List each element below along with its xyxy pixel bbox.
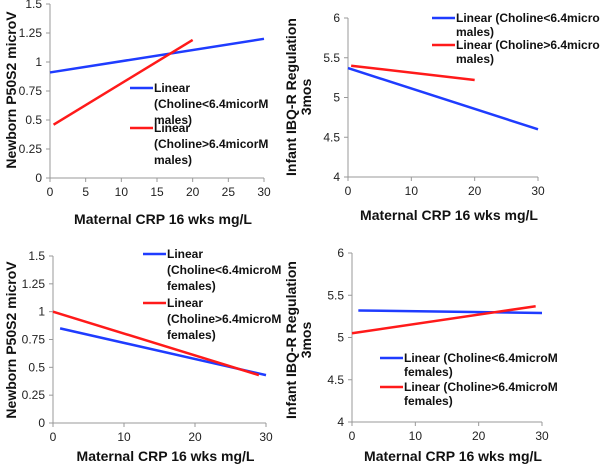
legend-label: males) <box>456 52 494 66</box>
x-tick-label: 0 <box>50 430 57 444</box>
x-axis-title: Maternal CRP 16 wks mg/L <box>74 211 252 227</box>
chart-panel-top-right: 4 4.5 5 5.5 6 0 10 20 30 Maternal CRP 16 wks mg/L… <box>283 11 600 223</box>
y-axis-title: Infant IBQ-R Regulation <box>283 261 299 419</box>
x-tick-label: 0 <box>345 184 352 198</box>
x-axis-title: Maternal CRP 16 wks mg/L <box>364 448 542 464</box>
y-tick-label: 1 <box>35 55 42 69</box>
legend-label: (Choline<6.4microM <box>167 263 281 277</box>
y-tick-label: 0.25 <box>22 388 46 402</box>
y-tick-label: 0.75 <box>19 84 43 98</box>
y-tick-label: 4.5 <box>323 130 340 144</box>
trendline-low-choline <box>347 66 539 131</box>
trendline-low-choline <box>49 37 265 74</box>
trendline-high-choline <box>52 310 260 377</box>
x-tick-label: 5 <box>82 185 89 199</box>
chart-panel-top-left: 0 0.25 0.5 0.75 1 1.25 1.5 0 5 10 15 20 25 30 Maternal… <box>3 0 271 227</box>
x-tick-label: 20 <box>472 429 486 443</box>
y-tick-label: 4 <box>333 170 340 184</box>
y-tick-label: 5 <box>337 331 344 345</box>
trendline-low-choline <box>358 309 543 315</box>
legend-label: Linear (Choline<6.4microM <box>456 11 600 25</box>
x-tick-label: 10 <box>117 430 131 444</box>
legend-label: Linear <box>167 296 203 310</box>
x-tick-label: 10 <box>409 429 423 443</box>
y-tick-label: 0 <box>35 171 42 185</box>
x-tick-label: 20 <box>188 430 202 444</box>
legend-label: Linear <box>154 81 190 95</box>
y-tick-label: 1.25 <box>19 26 43 40</box>
y-tick-label: 5.5 <box>327 288 344 302</box>
y-axis-title: Infant IBQ-R Regulation <box>283 18 299 176</box>
legend-label: females) <box>167 328 216 342</box>
legend-label: females) <box>167 279 216 293</box>
y-tick-label: 6 <box>333 11 340 25</box>
chart-panel-bottom-right: 4 4.5 5 5.5 6 0 10 20 30 Maternal CRP 16 wks mg/L… <box>283 246 558 464</box>
x-tick-label: 10 <box>405 184 419 198</box>
x-tick-label: 10 <box>115 185 129 199</box>
y-tick-label: 0.5 <box>28 360 45 374</box>
legend-label: Linear <box>167 247 203 261</box>
y-tick-label: 0 <box>38 416 45 430</box>
x-tick-label: 20 <box>186 185 200 199</box>
legend-label: Linear (Choline<6.4microM <box>404 351 558 365</box>
x-tick-label: 30 <box>531 184 545 198</box>
trendline-high-choline <box>52 38 194 126</box>
y-tick-label: 6 <box>337 246 344 260</box>
y-axis-title: Newborn P50S2 microV <box>3 261 19 419</box>
trendline-high-choline <box>351 304 536 335</box>
legend-label: females) <box>404 365 453 379</box>
x-tick-label: 0 <box>47 185 54 199</box>
y-tick-label: 4 <box>337 415 344 429</box>
y-axis-title: 3mos <box>298 322 314 359</box>
x-tick-label: 30 <box>257 185 271 199</box>
legend-label: (Choline>6.4micorM <box>154 137 268 151</box>
x-tick-label: 30 <box>259 430 273 444</box>
y-tick-label: 1.5 <box>28 249 45 263</box>
y-axis-title: Newborn P50S2 microV <box>3 11 19 169</box>
legend-label: males) <box>154 113 192 127</box>
y-tick-label: 0.25 <box>19 142 43 156</box>
chart-panel-bottom-left: 0 0.25 0.5 0.75 1 1.25 1.5 0 10 20 30 Maternal CRP … <box>3 247 281 464</box>
trendline-high-choline <box>351 64 475 82</box>
x-axis-title: Maternal CRP 16 wks mg/L <box>77 448 255 464</box>
legend-label: females) <box>404 394 453 408</box>
y-tick-label: 1.5 <box>25 0 42 11</box>
x-tick-label: 0 <box>349 429 356 443</box>
x-tick-label: 30 <box>535 429 549 443</box>
y-tick-label: 1 <box>38 305 45 319</box>
y-tick-label: 0.75 <box>22 333 46 347</box>
x-axis-title: Maternal CRP 16 wks mg/L <box>360 207 538 223</box>
y-tick-label: 5 <box>333 91 340 105</box>
x-tick-label: 15 <box>150 185 164 199</box>
legend-label: males) <box>154 153 192 167</box>
x-tick-label: 20 <box>468 184 482 198</box>
y-tick-label: 4.5 <box>327 373 344 387</box>
y-tick-label: 0.5 <box>25 113 42 127</box>
x-tick-label: 25 <box>222 185 236 199</box>
legend-label: Linear <box>154 121 190 135</box>
legend-label: Linear (Choline>6.4microM <box>404 380 558 394</box>
legend-label: Linear (Choline>6.4microM <box>456 38 600 52</box>
y-axis-title: 3mos <box>298 79 314 116</box>
y-tick-label: 5.5 <box>323 51 340 65</box>
legend-label: (Choline>6.4microM <box>167 312 281 326</box>
y-tick-label: 1.25 <box>22 277 46 291</box>
legend-label: males) <box>456 25 494 39</box>
legend-label: (Choline<6.4micorM <box>154 97 268 111</box>
